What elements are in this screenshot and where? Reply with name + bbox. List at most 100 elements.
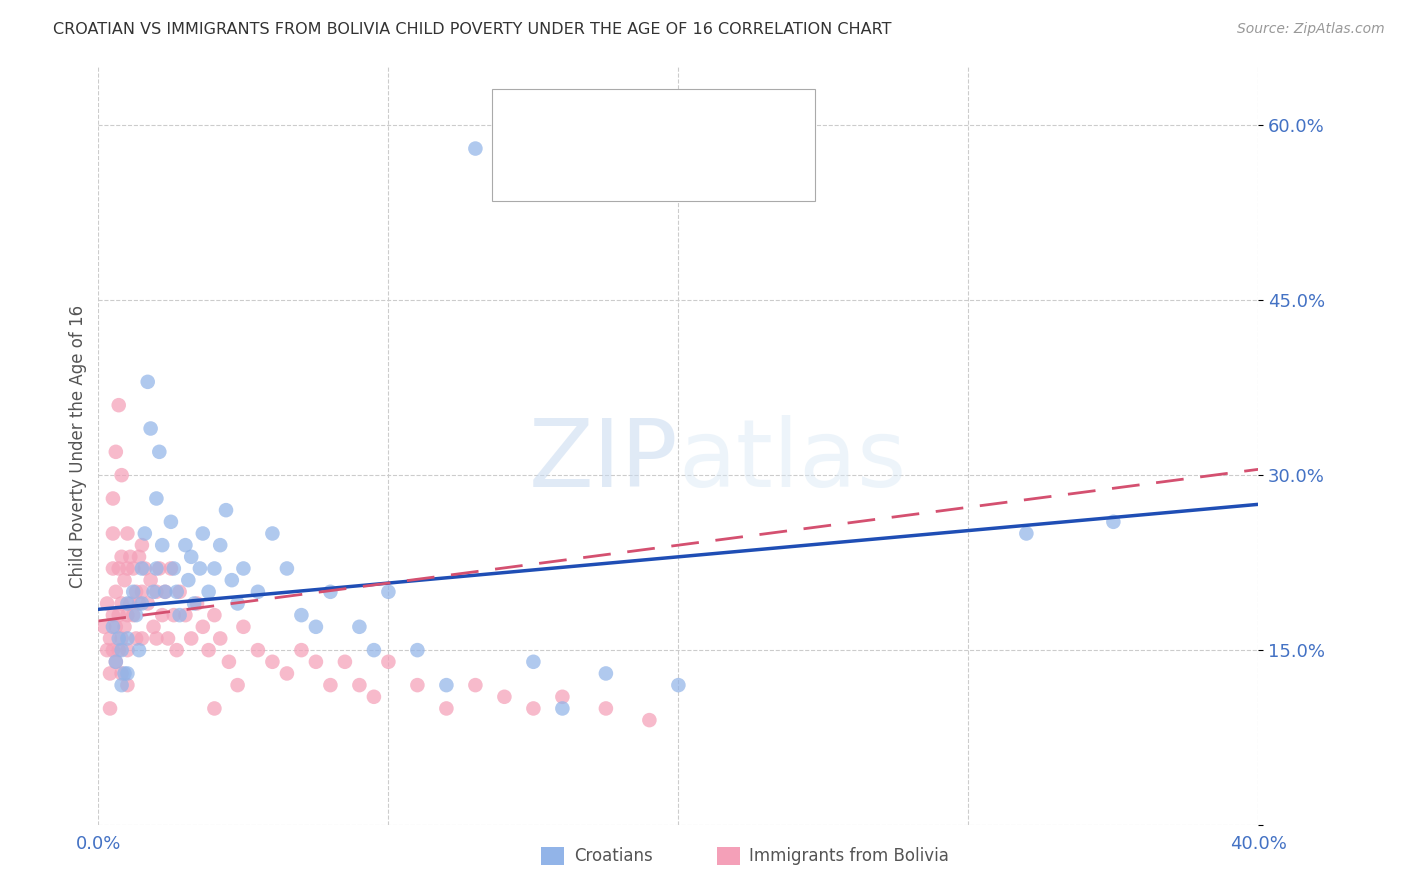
Point: [262, 526, 284, 541]
Point: [150, 538, 173, 552]
Point: [136, 375, 159, 389]
Point: [117, 678, 139, 692]
Point: [305, 620, 328, 634]
Text: R =  0.077    N = 84: R = 0.077 N = 84: [548, 166, 730, 184]
Point: [166, 584, 188, 599]
Point: [104, 584, 127, 599]
Point: [174, 538, 197, 552]
Point: [101, 643, 124, 657]
Point: [157, 632, 180, 646]
Point: [209, 538, 232, 552]
Point: [128, 643, 150, 657]
Point: [98, 632, 121, 646]
Point: [191, 526, 214, 541]
Point: [522, 655, 544, 669]
Text: ZIP: ZIP: [529, 415, 678, 508]
Point: [117, 561, 139, 575]
Point: [107, 561, 129, 575]
Point: [131, 584, 153, 599]
Point: [153, 584, 176, 599]
Point: [197, 643, 219, 657]
Point: [232, 561, 254, 575]
Point: [107, 643, 129, 657]
Point: [111, 549, 132, 564]
Point: [96, 597, 118, 611]
Point: [188, 561, 211, 575]
Point: [436, 678, 458, 692]
Point: [183, 597, 205, 611]
Point: [101, 608, 124, 623]
Point: [101, 491, 124, 506]
Point: [104, 655, 127, 669]
Point: [104, 620, 127, 634]
Point: [101, 526, 124, 541]
Point: [125, 584, 148, 599]
Point: [160, 561, 183, 575]
Point: [377, 584, 399, 599]
Point: [131, 632, 153, 646]
Text: atlas: atlas: [678, 415, 907, 508]
Point: [319, 584, 342, 599]
Point: [226, 678, 249, 692]
Point: [148, 445, 170, 459]
Point: [174, 608, 197, 623]
Point: [595, 666, 617, 681]
Point: [104, 655, 127, 669]
Point: [93, 620, 115, 634]
Point: [120, 549, 142, 564]
Point: [111, 666, 132, 681]
Point: [1102, 515, 1125, 529]
Text: Source: ZipAtlas.com: Source: ZipAtlas.com: [1237, 22, 1385, 37]
Point: [163, 608, 186, 623]
Point: [333, 655, 356, 669]
Point: [122, 561, 145, 575]
Point: [522, 701, 544, 715]
Point: [134, 526, 156, 541]
Point: [125, 632, 148, 646]
Point: [153, 584, 176, 599]
Point: [122, 608, 145, 623]
Point: [349, 678, 371, 692]
Point: [111, 632, 132, 646]
Point: [134, 561, 156, 575]
Point: [125, 608, 148, 623]
Point: [246, 584, 269, 599]
Point: [111, 468, 132, 483]
Point: [107, 632, 129, 646]
Point: [101, 561, 124, 575]
Text: CROATIAN VS IMMIGRANTS FROM BOLIVIA CHILD POVERTY UNDER THE AGE OF 16 CORRELATIO: CROATIAN VS IMMIGRANTS FROM BOLIVIA CHIL…: [53, 22, 891, 37]
Point: [666, 678, 689, 692]
Point: [551, 701, 574, 715]
Point: [104, 445, 127, 459]
Point: [221, 573, 243, 587]
Point: [551, 690, 574, 704]
Point: [218, 655, 240, 669]
Text: Croatians: Croatians: [574, 847, 652, 865]
Point: [117, 526, 139, 541]
Point: [96, 643, 118, 657]
Point: [122, 584, 145, 599]
Point: [186, 597, 208, 611]
Point: [117, 597, 139, 611]
Point: [163, 561, 186, 575]
Point: [169, 608, 191, 623]
Point: [114, 666, 136, 681]
Point: [197, 584, 219, 599]
Point: [114, 620, 136, 634]
Point: [595, 701, 617, 715]
Point: [290, 643, 312, 657]
Point: [166, 643, 188, 657]
Point: [276, 561, 298, 575]
Point: [142, 584, 165, 599]
Point: [131, 561, 153, 575]
Point: [117, 643, 139, 657]
Point: [262, 655, 284, 669]
Point: [377, 655, 399, 669]
Point: [436, 701, 458, 715]
Point: [1015, 526, 1038, 541]
Point: [150, 608, 173, 623]
Point: [145, 561, 167, 575]
Point: [128, 549, 150, 564]
Point: [177, 573, 200, 587]
Point: [117, 666, 139, 681]
